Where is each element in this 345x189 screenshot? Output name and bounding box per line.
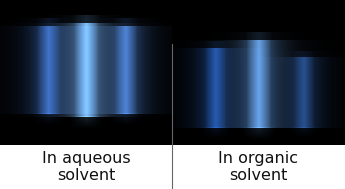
Text: In aqueous
solvent: In aqueous solvent: [42, 151, 130, 183]
Text: In organic
solvent: In organic solvent: [218, 151, 298, 183]
